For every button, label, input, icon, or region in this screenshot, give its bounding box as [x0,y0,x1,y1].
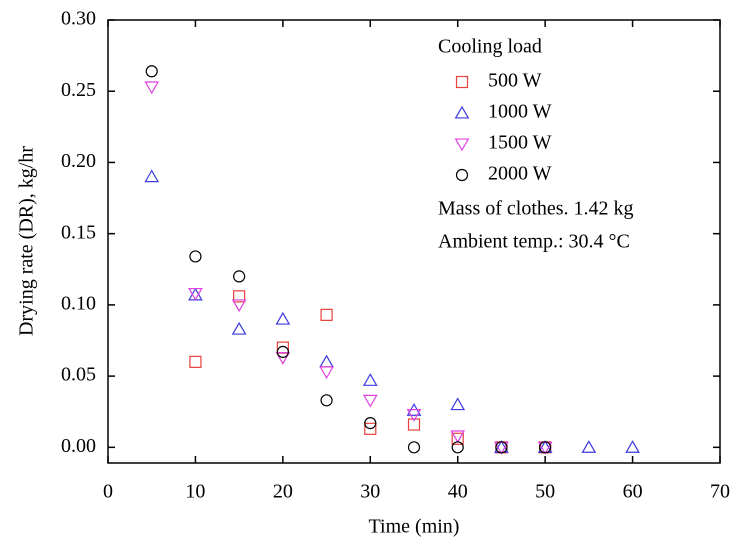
point [319,366,334,380]
point [407,441,421,454]
point [625,440,640,453]
y-tick-label: 0.10 [61,292,96,314]
x-tick-label: 0 [103,481,113,503]
point [320,308,333,321]
y-tick-label: 0.20 [61,150,96,172]
point [364,422,377,435]
legend-marker [455,75,469,89]
point [231,321,247,335]
legend-marker [454,138,470,152]
point [362,394,378,408]
plot-frame [107,19,721,464]
point [320,394,333,407]
point [581,440,597,453]
x-tick-label: 50 [535,481,555,503]
point [450,397,466,411]
legend-label: 1000 W [488,101,552,123]
point [144,169,160,183]
point [495,441,508,454]
point [407,418,421,431]
point [144,81,160,95]
legend-label: 500 W [488,70,542,92]
point [275,311,291,325]
point [188,287,203,301]
point [145,65,158,78]
point [319,354,334,368]
point [364,417,377,430]
point [188,287,203,301]
legend-marker [455,168,469,182]
point [276,345,289,358]
legend-marker [454,105,470,119]
point [233,270,246,283]
y-tick-label: 0.15 [61,221,96,243]
point [233,290,246,303]
point [189,355,202,368]
point [406,409,422,422]
y-tick-label: 0.05 [61,364,96,386]
point [451,441,464,454]
legend-title: Cooling load [438,36,542,58]
legend-label: 1500 W [488,132,552,154]
x-tick-label: 10 [185,481,205,503]
legend-label: 2000 W [488,163,552,185]
y-tick-label: 0.00 [61,435,96,457]
point [189,250,202,263]
x-axis-label: Time (min) [369,516,460,538]
x-tick-label: 70 [710,481,730,503]
point [451,432,464,445]
point [362,373,378,386]
point [450,430,466,444]
x-tick-label: 20 [273,481,293,503]
y-tick-label: 0.25 [61,79,96,101]
annotation: Ambient temp.: 30.4 °C [438,231,630,253]
annotation: Mass of clothes. 1.42 kg [438,198,634,220]
point [539,441,552,454]
x-tick-label: 40 [448,481,468,503]
point [275,352,291,365]
y-axis-label: Drying rate (DR), kg/hr [16,146,38,336]
y-tick-label: 0.30 [61,8,96,30]
x-tick-label: 30 [360,481,380,503]
point [231,299,247,313]
x-tick-label: 60 [623,481,643,503]
